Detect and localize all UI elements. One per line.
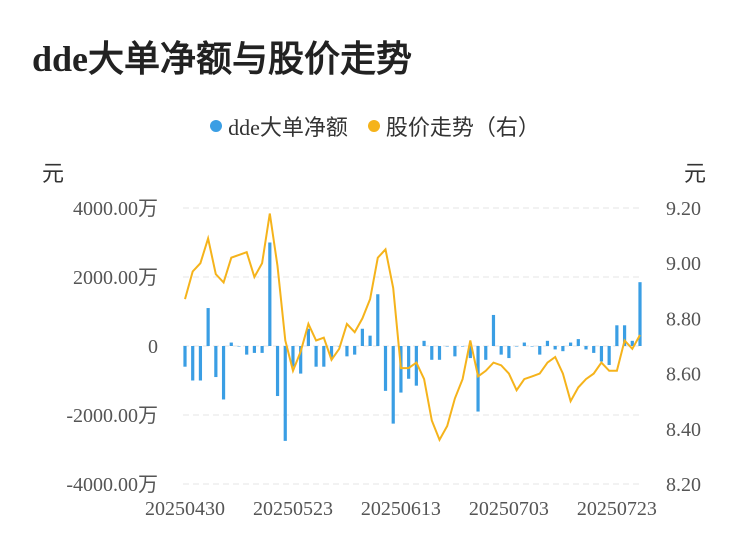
dde-bars bbox=[183, 242, 642, 441]
dde-bar bbox=[453, 346, 457, 357]
right-tick-label: 8.40 bbox=[666, 419, 701, 441]
dde-bar bbox=[299, 346, 303, 374]
dde-bar bbox=[237, 346, 241, 347]
right-axis-unit: 元 bbox=[684, 161, 707, 186]
dde-bar bbox=[484, 346, 488, 360]
dde-bar bbox=[430, 346, 434, 360]
dde-bar bbox=[499, 346, 503, 355]
dde-bar bbox=[191, 346, 195, 381]
dde-bar bbox=[522, 342, 526, 346]
dde-bar bbox=[553, 346, 557, 350]
dde-bar bbox=[214, 346, 218, 378]
dde-bar bbox=[345, 346, 349, 357]
dde-bar bbox=[515, 346, 519, 347]
dde-bar bbox=[599, 346, 604, 362]
dde-bar bbox=[638, 282, 642, 346]
left-tick-label: 2000.00万 bbox=[73, 267, 158, 289]
dde-bar bbox=[507, 346, 511, 359]
dde-bar bbox=[407, 346, 411, 379]
dde-bar bbox=[622, 325, 627, 346]
dde-bar bbox=[206, 308, 210, 346]
dde-bar bbox=[260, 346, 264, 353]
dde-bar bbox=[399, 346, 403, 393]
x-tick-label: 20250430 bbox=[145, 498, 225, 520]
chart-title: dde大单净额与股价走势 bbox=[32, 39, 413, 79]
dde-bar bbox=[576, 339, 580, 346]
dde-bar bbox=[360, 328, 364, 346]
dde-bar bbox=[221, 346, 226, 400]
x-tick-label: 20250523 bbox=[253, 498, 333, 520]
price-line bbox=[184, 213, 641, 443]
x-tick-label: 20250723 bbox=[577, 498, 657, 520]
right-tick-label: 9.00 bbox=[666, 253, 701, 275]
legend-label-dde: dde大单净额 bbox=[228, 115, 348, 140]
dde-bar bbox=[592, 346, 596, 353]
right-tick-label: 8.20 bbox=[666, 474, 701, 496]
right-tick-label: 9.20 bbox=[666, 198, 701, 220]
dde-bar bbox=[615, 325, 619, 346]
dde-bar bbox=[376, 294, 380, 346]
dde-bar bbox=[545, 340, 550, 346]
legend-label-price: 股价走势（右） bbox=[385, 115, 540, 140]
right-tick-label: 8.60 bbox=[666, 364, 701, 386]
dde-bar bbox=[275, 346, 280, 397]
dde-bar bbox=[461, 346, 465, 347]
dde-bar bbox=[329, 346, 334, 359]
left-tick-label: 0 bbox=[148, 336, 158, 358]
dde-bar bbox=[476, 346, 480, 412]
left-tick-label: -4000.00万 bbox=[66, 474, 158, 496]
dde-bar bbox=[314, 346, 318, 367]
x-tick-label: 20250703 bbox=[469, 498, 549, 520]
dde-bar bbox=[584, 346, 588, 350]
dde-bar bbox=[568, 342, 573, 346]
dde-bar bbox=[468, 346, 472, 359]
dde-bar bbox=[291, 346, 295, 367]
dde-bar bbox=[437, 346, 442, 360]
right-axis-ticks: 9.20 9.00 8.80 8.60 8.40 8.20 bbox=[666, 198, 701, 496]
legend: dde大单净额 股价走势（右） bbox=[0, 110, 750, 142]
legend-item-dde[interactable]: dde大单净额 bbox=[210, 110, 348, 142]
dde-bar bbox=[391, 346, 395, 424]
x-tick-label: 20250613 bbox=[361, 498, 441, 520]
dde-bar bbox=[245, 346, 249, 355]
dde-bar bbox=[561, 346, 565, 352]
dde-bar bbox=[368, 335, 372, 346]
dde-bar bbox=[322, 346, 326, 367]
grid-lines bbox=[183, 207, 642, 485]
dde-bar bbox=[445, 346, 449, 347]
dde-bar bbox=[283, 346, 287, 441]
dde-bar bbox=[530, 346, 534, 347]
dde-bar bbox=[383, 346, 388, 391]
dde-bar bbox=[353, 346, 357, 355]
legend-dot-dde bbox=[210, 120, 223, 132]
dde-bar bbox=[630, 340, 634, 346]
left-axis-unit: 元 bbox=[42, 161, 65, 186]
dde-bar bbox=[422, 340, 426, 346]
dde-bar bbox=[229, 342, 233, 346]
left-axis-ticks: 4000.00万 2000.00万 0 -2000.00万 -4000.00万 bbox=[66, 198, 158, 496]
legend-dot-price bbox=[367, 120, 380, 132]
right-tick-label: 8.80 bbox=[666, 308, 701, 330]
dde-bar bbox=[268, 242, 272, 346]
dde-bar bbox=[198, 346, 203, 381]
legend-item-price[interactable]: 股价走势（右） bbox=[367, 110, 540, 142]
left-tick-label: -2000.00万 bbox=[66, 405, 158, 427]
dde-bar bbox=[252, 346, 257, 353]
left-tick-label: 4000.00万 bbox=[73, 198, 158, 220]
dde-bar bbox=[414, 346, 418, 386]
dde-bar bbox=[538, 346, 542, 355]
dde-bar bbox=[491, 314, 496, 346]
dde-bar bbox=[607, 346, 611, 365]
x-axis-ticks: 20250430 20250523 20250613 20250703 20250723 bbox=[145, 498, 657, 520]
dde-bar bbox=[183, 346, 187, 367]
dde-bar bbox=[306, 328, 310, 346]
